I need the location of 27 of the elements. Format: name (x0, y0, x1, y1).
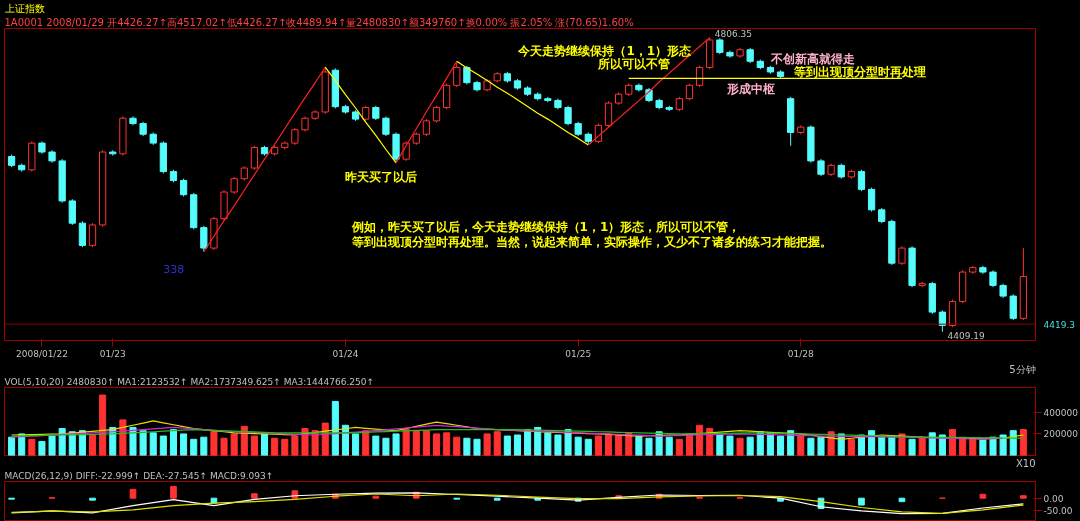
x-tick-label: 2008/01/22 (16, 348, 68, 359)
text: 5分钟 (1009, 363, 1036, 375)
annotation: 不创新高就得走 (770, 51, 856, 66)
y-tick-label: 0.00 (1043, 493, 1064, 504)
x-tick-label: 01/24 (332, 348, 359, 359)
annotation: 4409.19 (947, 330, 985, 341)
chart-title: MACD(26,12,9) DIFF:-22.999↑ DEA:-27.545↑ MACD:9.093↑ (4, 471, 274, 481)
annotation: 昨天买了以后 (345, 169, 418, 184)
x-tick-label: 01/25 (565, 348, 592, 359)
annotation: 今天走势继续保持（1，1）形态 (517, 43, 693, 58)
ref-line-label: 4419.3 (1043, 319, 1075, 330)
y-tick-label: -50.00 (1043, 505, 1073, 516)
chart-subtitle: 1A0001 2008/01/29 开4426.27↑高4517.02↑低4426.27↑收4489.94↑量2480830↑额349760↑换0.00% 振2.05% 涨(70.65)1.60% (4, 17, 634, 28)
x-tick-label: 01/23 (99, 348, 126, 359)
annotation: 4806.35 (714, 29, 752, 40)
annotation: 等到出现顶分型时再处理。当然，说起来简单，实际操作，又少不了诸多的练习才能把握。 (350, 234, 832, 249)
annotation: 形成中枢 (725, 82, 775, 97)
annotation: 等到出现顶分型时再处理 (792, 65, 926, 80)
annotation: 所以可以不管 (597, 56, 671, 71)
annotation: 338 (163, 263, 185, 277)
text: X10 (1015, 457, 1036, 469)
chart-title: 上证指数 (4, 3, 45, 14)
y-tick-label: 400000 (1043, 407, 1079, 418)
chart-title: VOL(5,10,20) 2480830↑ MA1:2123532↑ MA2:1737349.625↑ MA3:1444766.250↑ (4, 377, 375, 387)
y-tick-label: 200000 (1043, 429, 1079, 440)
x-tick-label: 01/28 (787, 348, 815, 359)
annotation: 例如，昨天买了以后，今天走势继续保持（1，1）形态，所以可以不管， (350, 220, 741, 235)
